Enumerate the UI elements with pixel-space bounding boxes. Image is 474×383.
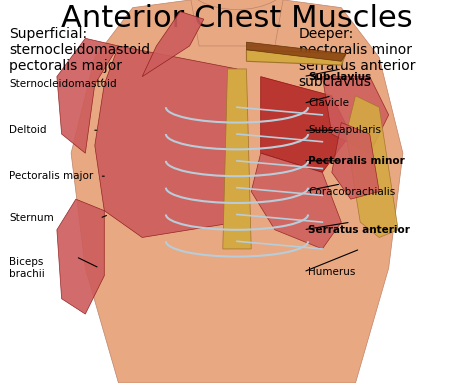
Polygon shape: [251, 153, 341, 249]
Polygon shape: [57, 199, 104, 314]
Text: Pectoralis major: Pectoralis major: [9, 171, 94, 181]
Text: Sternum: Sternum: [9, 213, 54, 223]
Text: Clavicle: Clavicle: [308, 98, 349, 108]
Polygon shape: [223, 69, 251, 249]
Polygon shape: [346, 96, 398, 237]
Polygon shape: [71, 0, 403, 383]
Text: Biceps
brachii: Biceps brachii: [9, 257, 45, 279]
Polygon shape: [322, 77, 389, 153]
Text: Anterior Chest Muscles: Anterior Chest Muscles: [61, 4, 413, 33]
Polygon shape: [332, 123, 379, 199]
Polygon shape: [95, 46, 246, 237]
Polygon shape: [246, 50, 346, 65]
Text: Deeper:
pectoralis minor
serratus anterior
subclavius: Deeper: pectoralis minor serratus anteri…: [299, 27, 415, 89]
Polygon shape: [246, 42, 346, 61]
Text: Sternocleidomastoid: Sternocleidomastoid: [9, 79, 117, 89]
Polygon shape: [190, 0, 284, 46]
Text: Superficial:
sternocleidomastoid
pectoralis major: Superficial: sternocleidomastoid pectora…: [9, 27, 151, 73]
Polygon shape: [261, 77, 351, 172]
Text: Subscapularis: Subscapularis: [308, 125, 381, 135]
Text: Pectoralis minor: Pectoralis minor: [308, 156, 405, 166]
Ellipse shape: [185, 0, 289, 10]
Text: Subclavius: Subclavius: [308, 72, 371, 82]
Text: Serratus anterior: Serratus anterior: [308, 225, 410, 235]
Text: Coracobrachialis: Coracobrachialis: [308, 187, 395, 196]
Polygon shape: [142, 11, 204, 77]
Text: Humerus: Humerus: [308, 267, 356, 277]
Text: Deltoid: Deltoid: [9, 125, 47, 135]
Polygon shape: [57, 38, 118, 153]
